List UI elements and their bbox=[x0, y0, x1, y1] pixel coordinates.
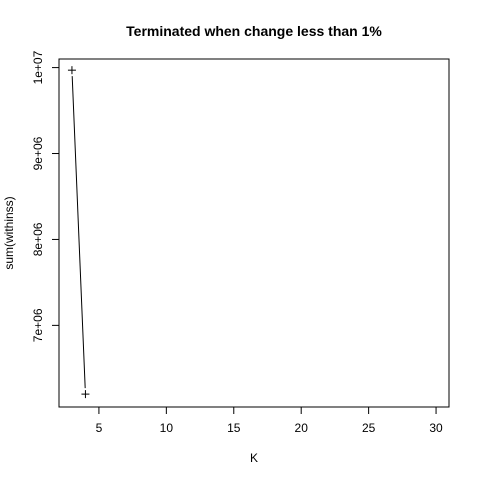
y-axis-label: sum(withinss) bbox=[2, 196, 16, 269]
y-tick-label: 8e+06 bbox=[31, 222, 45, 256]
data-series bbox=[67, 66, 90, 399]
y-tick-label: 1e+07 bbox=[31, 50, 45, 84]
plot-frame bbox=[58, 58, 450, 408]
y-axis: 7e+06 8e+06 9e+06 1e+07 bbox=[31, 50, 60, 342]
x-tick-label: 10 bbox=[160, 421, 174, 435]
x-axis: 5 10 15 20 25 30 bbox=[96, 406, 443, 435]
series-line-segment bbox=[71, 76, 86, 389]
x-tick-label: 30 bbox=[429, 421, 443, 435]
y-tick-label: 7e+06 bbox=[31, 308, 45, 342]
data-point-plus bbox=[67, 66, 76, 75]
x-tick-label: 25 bbox=[362, 421, 376, 435]
x-tick-label: 15 bbox=[227, 421, 241, 435]
y-tick-label: 9e+06 bbox=[31, 136, 45, 170]
x-tick-label: 20 bbox=[295, 421, 309, 435]
data-point-plus bbox=[81, 390, 90, 399]
x-tick-label: 5 bbox=[96, 421, 103, 435]
chart-title: Terminated when change less than 1% bbox=[126, 23, 382, 39]
x-axis-label: K bbox=[250, 451, 258, 465]
